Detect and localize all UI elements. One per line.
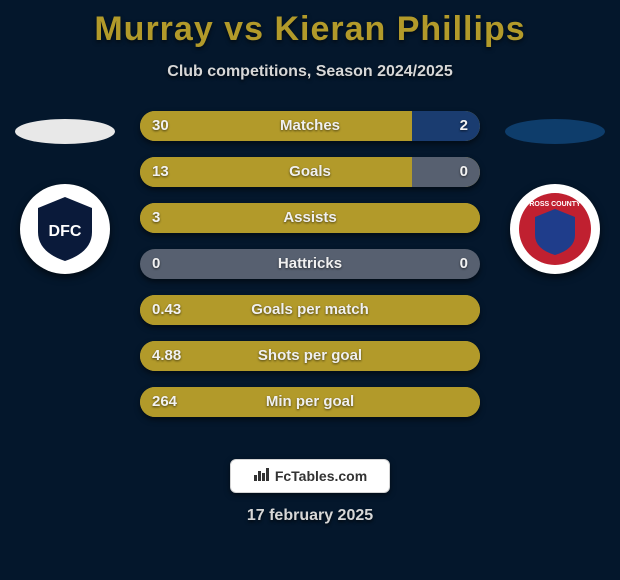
stat-value-right: 0	[460, 249, 468, 279]
right-team-badge: ROSS COUNTY	[510, 184, 600, 274]
date-label: 17 february 2025	[0, 507, 620, 525]
page-title: Murray vs Kieran Phillips	[0, 0, 620, 49]
stat-row: 0.43Goals per match	[140, 295, 480, 325]
stat-row: 264Min per goal	[140, 387, 480, 417]
stat-label: Shots per goal	[140, 341, 480, 371]
left-team-badge: DFC	[20, 184, 110, 274]
right-swoosh	[505, 119, 605, 144]
site-name: FcTables.com	[275, 468, 367, 484]
subtitle: Club competitions, Season 2024/2025	[0, 63, 620, 81]
left-swoosh	[15, 119, 115, 144]
stat-value-right: 0	[460, 157, 468, 187]
stat-label: Assists	[140, 203, 480, 233]
stat-row: 0Hattricks0	[140, 249, 480, 279]
stat-label: Goals per match	[140, 295, 480, 325]
stat-label: Hattricks	[140, 249, 480, 279]
stat-row: 3Assists	[140, 203, 480, 233]
site-badge[interactable]: FcTables.com	[230, 459, 390, 493]
left-team-column: DFC	[10, 111, 120, 274]
chart-icon	[253, 466, 271, 487]
left-badge-text: DFC	[49, 223, 82, 240]
right-team-column: ROSS COUNTY	[500, 111, 610, 274]
stat-row: 4.88Shots per goal	[140, 341, 480, 371]
stat-label: Min per goal	[140, 387, 480, 417]
stat-bars: 30Matches213Goals03Assists0Hattricks00.4…	[140, 111, 480, 441]
stat-value-right: 2	[460, 111, 468, 141]
shield-icon: ROSS COUNTY	[517, 191, 593, 267]
shield-icon: DFC	[32, 194, 98, 264]
comparison-region: DFC ROSS COUNTY 30Matches2 13Goals0 3Assis…	[0, 111, 620, 441]
stat-label: Matches	[140, 111, 480, 141]
right-badge-text: ROSS COUNTY	[529, 201, 581, 208]
stat-label: Goals	[140, 157, 480, 187]
stat-row: 13Goals0	[140, 157, 480, 187]
stat-row: 30Matches2	[140, 111, 480, 141]
